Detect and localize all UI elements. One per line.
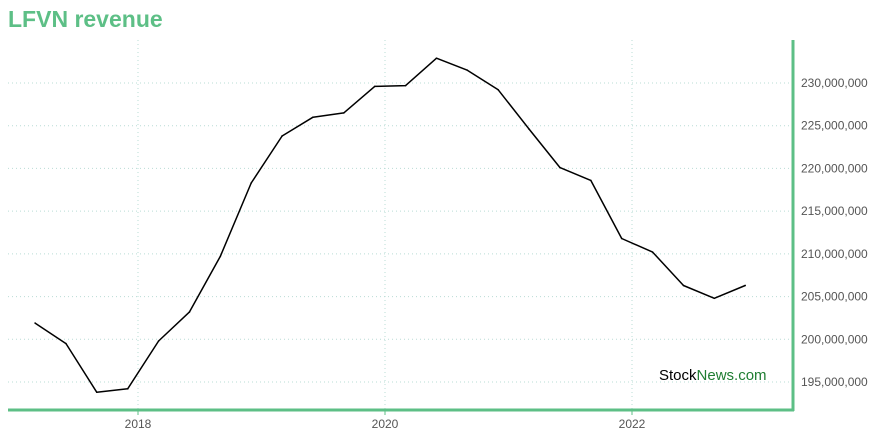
chart-title: LFVN revenue — [8, 6, 163, 32]
data-point — [744, 284, 747, 287]
y-tick-label: 195,000,000 — [801, 375, 868, 389]
y-tick-label: 225,000,000 — [801, 119, 868, 133]
data-point — [620, 237, 623, 240]
data-point — [713, 297, 716, 300]
y-tick-label: 200,000,000 — [801, 332, 868, 346]
grid — [8, 40, 793, 410]
x-tick-labels: 2018 2020 2022 — [125, 417, 646, 431]
y-tick-label: 215,000,000 — [801, 204, 868, 218]
data-point — [188, 311, 191, 313]
data-point — [373, 85, 376, 88]
y-tick-label: 210,000,000 — [801, 247, 868, 261]
data-point — [65, 342, 67, 345]
watermark-news: News — [697, 367, 735, 384]
y-tick-label: 220,000,000 — [801, 161, 868, 175]
x-tick-label: 2018 — [125, 417, 152, 431]
x-tick-label: 2020 — [372, 417, 399, 431]
x-tick-label: 2022 — [619, 417, 646, 431]
watermark-stock: Stock — [659, 367, 697, 384]
data-point — [528, 128, 530, 130]
data-point — [435, 57, 438, 60]
data-point — [281, 135, 283, 137]
data-point — [343, 112, 345, 114]
data-point — [466, 69, 469, 71]
axes — [8, 40, 795, 415]
data-point — [682, 284, 685, 287]
y-tick-label: 205,000,000 — [801, 290, 868, 304]
data-point — [312, 116, 314, 118]
revenue-series-line — [34, 57, 746, 394]
data-point — [497, 89, 500, 91]
series-group — [34, 57, 747, 394]
data-point — [559, 166, 561, 169]
data-point — [157, 340, 160, 342]
watermark-com: .com — [734, 367, 767, 384]
y-tick-labels: 195,000,000 200,000,000 205,000,000 210,000… — [801, 76, 868, 389]
data-point — [651, 251, 654, 253]
data-point — [250, 182, 253, 184]
data-point — [590, 179, 592, 182]
data-point — [96, 391, 98, 394]
data-point — [34, 322, 36, 324]
data-point — [126, 388, 129, 390]
stocknews-watermark: StockNews.com — [659, 367, 767, 384]
data-point — [404, 84, 407, 87]
data-point — [219, 255, 222, 258]
y-tick-label: 230,000,000 — [801, 76, 868, 90]
